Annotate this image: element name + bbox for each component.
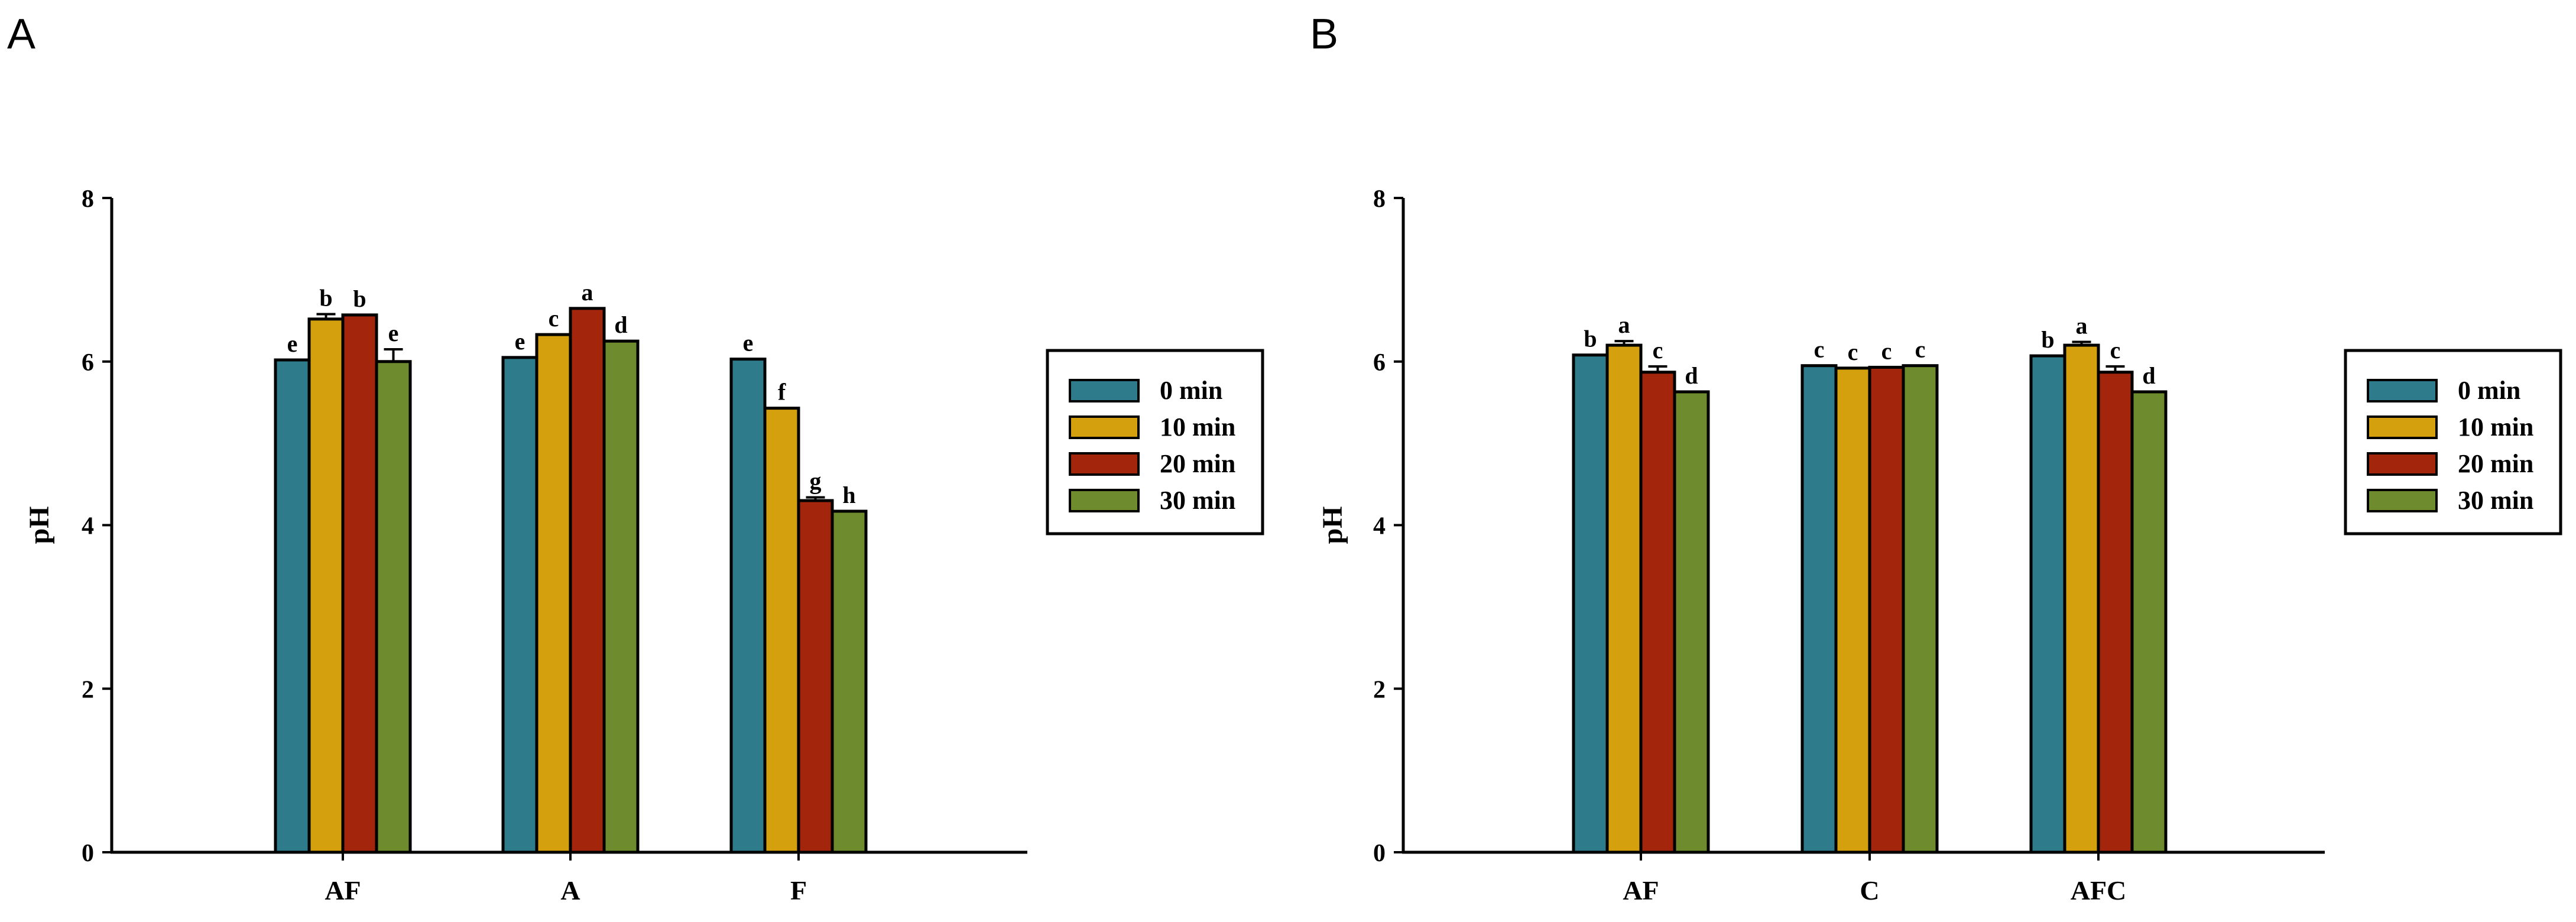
bar <box>602 339 640 854</box>
legend-label: 10 min <box>1160 413 1235 441</box>
panel-letter: A <box>7 11 35 58</box>
y-tick-label: 0 <box>1373 840 1386 867</box>
legend-swatch <box>2367 379 2438 402</box>
bar <box>2097 371 2134 854</box>
x-tick-label: AFC <box>2071 875 2127 905</box>
x-tick-label: C <box>1860 875 1879 905</box>
legend: 0 min 10 min 20 min 30 min <box>1046 349 1264 535</box>
significance-label: e <box>287 330 298 357</box>
y-tick-label: 0 <box>82 840 94 867</box>
bar <box>1639 371 1676 854</box>
bar <box>729 358 767 854</box>
bar <box>1673 390 1710 854</box>
bar <box>307 317 345 854</box>
legend-label: 20 min <box>2458 449 2533 478</box>
legend-label: 20 min <box>1160 449 1235 478</box>
significance-label: c <box>1881 337 1892 364</box>
legend: 0 min 10 min 20 min 30 min <box>2344 349 2562 535</box>
bar <box>501 356 538 854</box>
y-tick-label: 8 <box>1373 186 1386 213</box>
bar <box>2063 343 2100 854</box>
legend-label: 0 min <box>1160 376 1222 405</box>
legend-swatch <box>2367 452 2438 476</box>
significance-label: e <box>515 328 525 355</box>
significance-label: b <box>353 285 366 312</box>
legend-label: 30 min <box>2458 486 2533 515</box>
y-tick-label: 2 <box>1373 676 1386 703</box>
y-tick-label: 2 <box>82 676 94 703</box>
legend-swatch <box>1069 379 1140 402</box>
legend-swatch <box>1069 452 1140 476</box>
significance-label: a <box>582 279 593 306</box>
bar <box>569 307 606 854</box>
significance-label: d <box>614 311 627 338</box>
bar <box>375 360 412 854</box>
bar <box>1800 364 1838 854</box>
y-tick-label: 6 <box>82 349 94 376</box>
y-tick-label: 4 <box>82 513 94 540</box>
bar <box>1868 365 1905 854</box>
legend-label: 30 min <box>1160 486 1235 515</box>
significance-label: b <box>1584 326 1597 352</box>
significance-label: c <box>1814 336 1825 363</box>
y-axis-title: pH <box>24 506 55 544</box>
legend-label: 0 min <box>2458 376 2520 405</box>
x-tick-label: F <box>790 875 807 905</box>
y-tick-label: 8 <box>82 186 94 213</box>
bar <box>1572 353 1609 854</box>
y-tick-label: 6 <box>1373 349 1386 376</box>
significance-label: a <box>1618 311 1630 338</box>
significance-label: e <box>743 330 754 356</box>
significance-label: c <box>1653 337 1663 363</box>
significance-label: d <box>1685 362 1698 389</box>
significance-label: b <box>2041 326 2054 353</box>
significance-label: h <box>842 482 855 508</box>
legend-swatch <box>2367 489 2438 512</box>
significance-label: c <box>549 305 559 332</box>
significance-label: b <box>319 284 332 311</box>
x-tick-label: AF <box>1623 875 1659 905</box>
bar <box>274 358 311 854</box>
significance-label: d <box>2142 362 2155 389</box>
legend-swatch <box>1069 489 1140 512</box>
significance-label: f <box>778 379 786 405</box>
legend-label: 10 min <box>2458 413 2533 441</box>
x-tick-label: AF <box>325 875 361 905</box>
bar <box>341 313 378 854</box>
bar <box>1834 366 1871 854</box>
significance-label: c <box>1915 336 1926 363</box>
significance-label: c <box>1848 339 1858 365</box>
bar <box>2029 354 2066 854</box>
bar <box>797 499 834 854</box>
x-tick-label: A <box>560 875 580 905</box>
y-tick-label: 4 <box>1373 513 1386 540</box>
bar <box>763 407 800 854</box>
bar <box>535 333 572 854</box>
legend-swatch <box>1069 415 1140 439</box>
significance-label: g <box>810 468 822 494</box>
significance-label: e <box>388 320 399 346</box>
legend-swatch <box>2367 415 2438 439</box>
significance-label: a <box>2076 313 2088 339</box>
bar <box>830 509 868 854</box>
panel-letter: B <box>1310 11 1338 58</box>
bar <box>2130 390 2168 854</box>
bar <box>1605 343 1643 854</box>
bar <box>1902 364 1939 854</box>
y-axis-title: pH <box>1317 506 1348 544</box>
significance-label: c <box>2110 337 2121 363</box>
